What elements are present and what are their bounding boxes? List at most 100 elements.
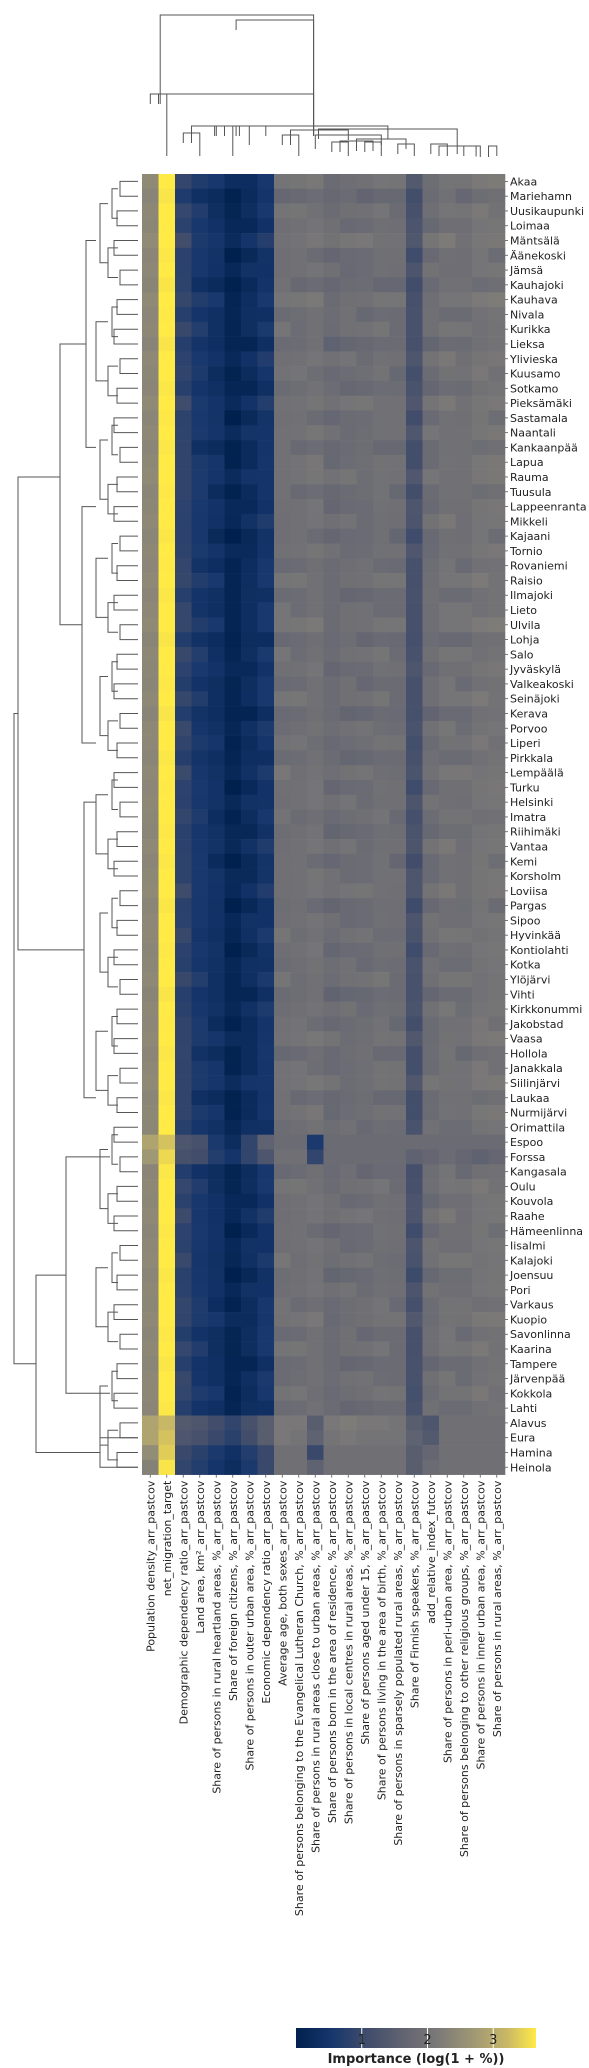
- heatmap-cell: [439, 1090, 456, 1106]
- row-label: Pieksämäki: [510, 397, 572, 410]
- heatmap-cell: [175, 1164, 192, 1180]
- heatmap-cell: [422, 957, 440, 973]
- heatmap-cell: [406, 676, 423, 692]
- heatmap-cell: [274, 617, 291, 633]
- heatmap-cell: [307, 617, 324, 633]
- heatmap-cell: [323, 824, 341, 840]
- heatmap-cell: [389, 1415, 407, 1431]
- heatmap-cell: [472, 1341, 489, 1357]
- heatmap-cell: [208, 218, 225, 234]
- heatmap-cell: [389, 277, 407, 293]
- heatmap-cell: [307, 1149, 324, 1165]
- heatmap-cell: [389, 1445, 407, 1461]
- heatmap-cell: [158, 794, 176, 810]
- heatmap-cell: [158, 543, 176, 559]
- heatmap-cell: [191, 868, 209, 884]
- heatmap-cell: [142, 1105, 159, 1121]
- heatmap-cell: [373, 425, 390, 441]
- heatmap-cell: [439, 351, 456, 367]
- heatmap-cell: [208, 972, 225, 988]
- heatmap-cell: [389, 1267, 407, 1283]
- row-dendrogram: [13, 180, 138, 1468]
- heatmap-cell: [373, 247, 390, 263]
- heatmap-cell: [406, 558, 423, 574]
- heatmap-cell: [307, 661, 324, 677]
- heatmap-cell: [158, 395, 176, 411]
- heatmap-cell: [323, 1119, 341, 1135]
- heatmap-cell: [175, 720, 192, 736]
- heatmap-cell: [472, 513, 489, 530]
- heatmap-cell: [455, 1445, 473, 1461]
- heatmap-cell: [406, 513, 423, 530]
- heatmap-cell: [356, 632, 374, 648]
- heatmap-cell: [175, 972, 192, 988]
- heatmap-cell: [455, 454, 473, 470]
- heatmap-cell: [208, 1238, 225, 1254]
- row-dendrogram-link: [95, 794, 108, 855]
- heatmap-cell: [175, 188, 192, 204]
- heatmap-cell: [241, 499, 258, 515]
- heatmap-cell: [406, 1459, 423, 1475]
- heatmap-cell: [373, 1415, 390, 1431]
- heatmap-cell: [175, 765, 192, 781]
- heatmap-cell: [175, 454, 192, 470]
- row-label: Heinola: [510, 1461, 552, 1474]
- heatmap-cell: [406, 203, 423, 219]
- heatmap-cell: [158, 218, 176, 234]
- heatmap-cell: [356, 779, 374, 796]
- heatmap-cell: [290, 1297, 308, 1313]
- heatmap-cell: [422, 1119, 440, 1135]
- heatmap-cell: [191, 1297, 209, 1313]
- heatmap-cell: [472, 1001, 489, 1017]
- column-label: Share of persons in peri-urban area, %_a…: [441, 1480, 454, 1763]
- heatmap-cell: [323, 646, 341, 663]
- heatmap-cell: [191, 986, 209, 1002]
- heatmap-cell: [290, 203, 308, 219]
- heatmap-cell: [191, 898, 209, 914]
- column-label: Demographic dependency ratio_arr_pastcov: [177, 1480, 190, 1724]
- row-dendrogram-link: [119, 801, 138, 818]
- heatmap-cell: [439, 927, 456, 943]
- heatmap-cell: [356, 898, 374, 914]
- heatmap-cell: [356, 720, 374, 736]
- heatmap-cell: [307, 1400, 324, 1416]
- heatmap-cell: [241, 853, 258, 869]
- heatmap-cell: [158, 1223, 176, 1239]
- heatmap-cell: [191, 410, 209, 426]
- heatmap-cell: [290, 1282, 308, 1298]
- heatmap-cell: [472, 528, 489, 544]
- heatmap-cell: [307, 1415, 324, 1431]
- heatmap-cell: [158, 380, 176, 396]
- row-dendrogram-link: [13, 713, 36, 1365]
- row-label: Akaa: [510, 175, 537, 188]
- heatmap-cell: [142, 839, 159, 855]
- heatmap-cell: [439, 277, 456, 293]
- heatmap-cell: [356, 602, 374, 618]
- heatmap-cell: [224, 307, 242, 323]
- heatmap-cell: [307, 454, 324, 470]
- heatmap-cell: [406, 366, 423, 382]
- heatmap-cell: [142, 454, 159, 470]
- heatmap-cell: [241, 1208, 258, 1224]
- heatmap-cell: [406, 1193, 423, 1209]
- heatmap-cell: [356, 469, 374, 485]
- row-label: Mäntsälä: [510, 235, 560, 248]
- heatmap-cell: [158, 247, 176, 263]
- row-label: Loviisa: [510, 885, 548, 898]
- heatmap-cell: [472, 425, 489, 441]
- heatmap-cell: [356, 233, 374, 249]
- heatmap-cell: [257, 1326, 275, 1342]
- heatmap-cell: [142, 366, 159, 382]
- heatmap-cell: [406, 1326, 423, 1342]
- heatmap-cell: [158, 809, 176, 825]
- heatmap-cell: [158, 1164, 176, 1180]
- heatmap-cell: [224, 543, 242, 559]
- heatmap-cell: [142, 1400, 159, 1416]
- heatmap-cell: [373, 1193, 390, 1209]
- heatmap-cell: [340, 587, 357, 603]
- heatmap-cell: [472, 1326, 489, 1342]
- heatmap-cell: [224, 1001, 242, 1017]
- heatmap-cell: [488, 543, 506, 559]
- row-label: Turku: [509, 781, 540, 794]
- heatmap-cell: [257, 1297, 275, 1313]
